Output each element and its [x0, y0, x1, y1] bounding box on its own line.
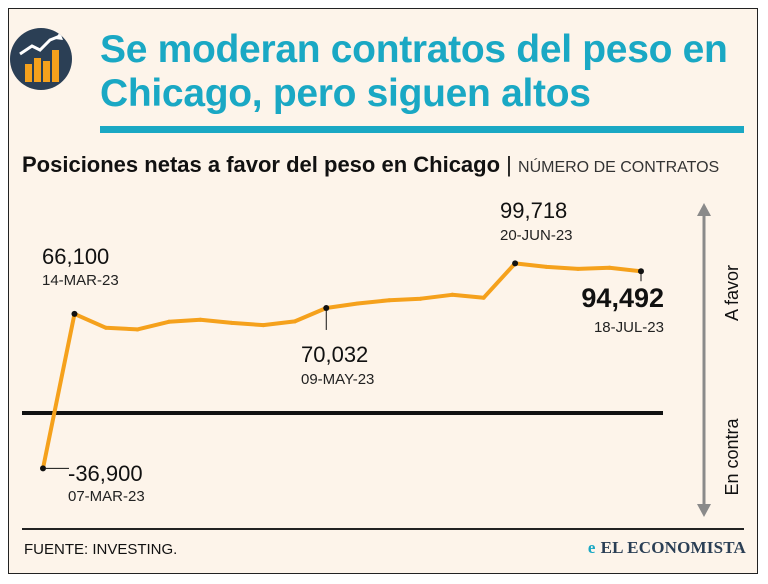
- data-point: [450, 292, 455, 297]
- data-point: [166, 319, 171, 324]
- infographic-frame: [8, 8, 758, 574]
- data-point: [103, 325, 108, 330]
- chart-subtitle: Posiciones netas a favor del peso en Chi…: [22, 150, 719, 183]
- data-label-date: 14-MAR-23: [42, 272, 119, 289]
- axis-label-contra: En contra: [722, 417, 742, 495]
- brand-name: EL ECONOMISTA: [600, 538, 746, 557]
- annotation-marker: [40, 465, 46, 472]
- double-arrow-icon: [697, 203, 711, 517]
- data-label-date: 09-MAY-23: [301, 371, 374, 388]
- headline: Se moderan contratos del peso en Chicago…: [100, 28, 728, 115]
- data-label-value: 70,032: [301, 342, 368, 367]
- source-note: FUENTE: INVESTING.: [24, 541, 178, 558]
- brand-logo: e EL ECONOMISTA: [588, 538, 746, 558]
- footer-rule: [22, 528, 744, 530]
- data-label-value: -36,900: [68, 461, 143, 486]
- brand-mark-icon: e: [587, 538, 596, 557]
- data-label-value: 94,492: [581, 283, 664, 313]
- data-point: [576, 266, 581, 271]
- data-point: [544, 264, 549, 269]
- subtitle-unit: NÚMERO DE CONTRATOS: [518, 159, 720, 176]
- data-point: [355, 301, 360, 306]
- annotation-marker: [71, 310, 78, 317]
- axis-label-favor: A favor: [722, 265, 742, 321]
- data-point: [292, 319, 297, 324]
- data-label-value: 66,100: [42, 244, 109, 269]
- data-point: [135, 327, 140, 332]
- series-line: [41, 261, 643, 471]
- data-point: [607, 265, 612, 270]
- chart-logo-icon: [10, 28, 72, 90]
- data-label-date: 18-JUL-23: [594, 319, 664, 336]
- data-point: [229, 320, 234, 325]
- data-point: [481, 295, 486, 300]
- annotation-marker: [512, 260, 519, 267]
- data-label-value: 99,718: [500, 198, 567, 223]
- data-label-date: 20-JUN-23: [500, 227, 573, 244]
- data-point: [418, 296, 423, 301]
- data-point: [261, 323, 266, 328]
- subtitle-bold: Posiciones netas a favor del peso en Chi…: [22, 152, 501, 177]
- data-point: [198, 317, 203, 322]
- data-label-date: 07-MAR-23: [68, 488, 145, 505]
- headline-rule: [100, 126, 744, 133]
- subtitle-separator: |: [506, 152, 512, 177]
- data-point: [387, 298, 392, 303]
